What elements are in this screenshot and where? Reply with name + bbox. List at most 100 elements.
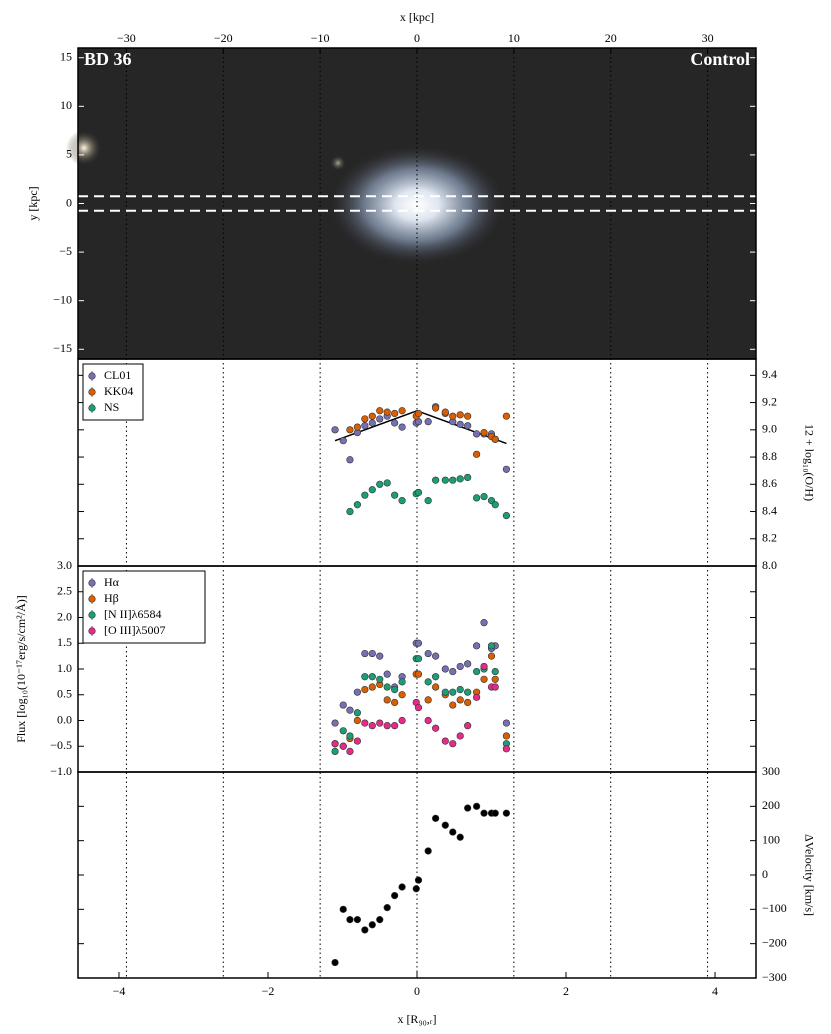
data-point bbox=[491, 501, 499, 509]
data-point bbox=[339, 437, 347, 445]
galaxy bbox=[329, 145, 505, 265]
data-point bbox=[368, 673, 376, 681]
x-tick-label: −30 bbox=[117, 31, 136, 45]
data-point bbox=[473, 494, 481, 502]
data-point bbox=[414, 670, 423, 678]
y-tick-label: −100 bbox=[762, 901, 787, 915]
data-point bbox=[487, 652, 496, 660]
data-point bbox=[441, 821, 449, 829]
legend-marker bbox=[88, 627, 96, 635]
y-tick-label: −1.0 bbox=[50, 764, 72, 778]
data-point bbox=[424, 649, 432, 658]
legend-label: [N II]λ6584 bbox=[104, 607, 161, 621]
y-axis-label: ΔVelocity [km/s] bbox=[802, 834, 816, 916]
data-point bbox=[502, 745, 511, 753]
data-point bbox=[432, 814, 440, 822]
data-point bbox=[502, 412, 511, 420]
data-point bbox=[331, 426, 339, 434]
data-point bbox=[456, 475, 464, 483]
legend-box bbox=[82, 570, 206, 644]
data-point bbox=[414, 639, 423, 647]
legend-marker bbox=[88, 388, 96, 396]
data-point bbox=[464, 804, 472, 812]
data-point bbox=[414, 876, 423, 884]
legend-label: Hα bbox=[104, 575, 120, 589]
y-tick-label: 10 bbox=[60, 98, 72, 112]
data-point bbox=[480, 675, 488, 683]
data-point bbox=[398, 883, 406, 891]
data-point bbox=[368, 683, 376, 691]
x-tick-label: 10 bbox=[508, 31, 520, 45]
y-tick-label: 1.5 bbox=[57, 635, 72, 649]
star bbox=[66, 130, 102, 166]
data-point bbox=[449, 740, 457, 748]
data-point bbox=[391, 698, 399, 707]
data-point bbox=[353, 916, 361, 924]
data-point bbox=[464, 422, 472, 430]
data-point bbox=[368, 412, 376, 420]
data-point bbox=[449, 828, 457, 836]
data-point bbox=[432, 652, 440, 660]
x-tick-label: −2 bbox=[262, 984, 275, 998]
y-tick-label: 0.0 bbox=[57, 712, 72, 726]
data-point bbox=[441, 408, 449, 416]
data-point bbox=[502, 465, 511, 473]
data-point bbox=[361, 685, 369, 694]
data-point bbox=[383, 479, 391, 487]
legend-label: CL01 bbox=[104, 368, 131, 382]
y-tick-label: 9.2 bbox=[762, 394, 777, 408]
y-tick-label: 9.4 bbox=[762, 367, 777, 381]
data-point bbox=[491, 675, 499, 683]
data-point bbox=[432, 673, 440, 681]
data-point bbox=[473, 667, 481, 676]
data-point bbox=[464, 698, 472, 707]
y-tick-label: 0.5 bbox=[57, 687, 72, 701]
data-point bbox=[473, 693, 481, 701]
x-axis-label: x [kpc] bbox=[400, 10, 434, 24]
data-point bbox=[456, 833, 464, 841]
data-point bbox=[376, 675, 384, 683]
data-point bbox=[346, 456, 354, 464]
data-point bbox=[414, 409, 423, 418]
data-point bbox=[346, 507, 354, 516]
data-point bbox=[331, 958, 339, 967]
data-point bbox=[456, 420, 464, 428]
x-tick-label: 2 bbox=[563, 984, 569, 998]
data-point bbox=[432, 476, 440, 484]
data-point bbox=[456, 685, 464, 694]
data-point bbox=[391, 491, 399, 499]
data-point bbox=[331, 719, 339, 727]
data-point bbox=[383, 722, 391, 730]
y-tick-label: 5 bbox=[66, 147, 72, 161]
y-tick-label: −0.5 bbox=[50, 738, 72, 752]
data-point bbox=[456, 662, 464, 671]
data-point bbox=[376, 916, 384, 924]
data-point bbox=[398, 691, 406, 699]
legend-marker bbox=[88, 579, 96, 587]
data-point bbox=[376, 719, 384, 727]
y-axis-label: Flux [log₁₀(10⁻¹⁷erg/s/cm²/Å)] bbox=[14, 595, 28, 743]
data-point bbox=[353, 688, 361, 696]
y-tick-label: 8.6 bbox=[762, 476, 777, 490]
data-point bbox=[456, 411, 464, 419]
data-point bbox=[331, 747, 339, 756]
y-tick-label: −15 bbox=[53, 341, 72, 355]
data-point bbox=[368, 649, 376, 658]
annotation: BD 36 bbox=[84, 49, 132, 69]
data-point bbox=[339, 727, 347, 735]
x-tick-label: 0 bbox=[414, 31, 420, 45]
panel-frame bbox=[77, 47, 757, 360]
data-point bbox=[376, 652, 384, 660]
data-point bbox=[473, 450, 481, 458]
data-point bbox=[383, 904, 391, 912]
data-point bbox=[376, 407, 384, 415]
data-point bbox=[353, 709, 361, 717]
x-tick-label: −10 bbox=[311, 31, 330, 45]
data-point bbox=[331, 740, 339, 748]
y-axis-label: y [kpc] bbox=[26, 186, 40, 220]
y-tick-label: 2.0 bbox=[57, 609, 72, 623]
x-tick-label: −20 bbox=[214, 31, 233, 45]
data-point bbox=[502, 732, 511, 740]
data-point bbox=[487, 642, 496, 650]
data-point bbox=[391, 409, 399, 418]
